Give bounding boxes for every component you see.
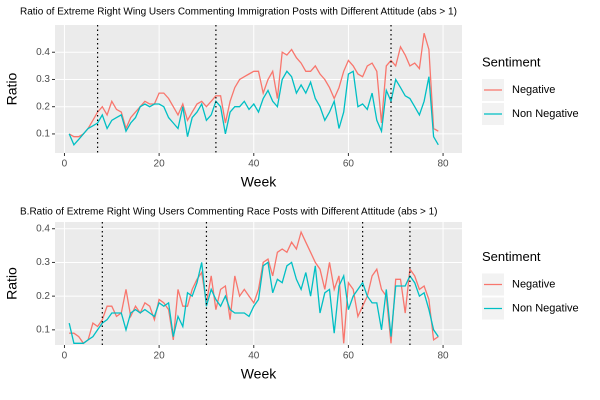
y-tick-label: 0.3 (36, 74, 50, 85)
y-axis-label: Ratio (4, 72, 20, 105)
panel-group: B.Ratio of Extreme Right Wing Users Comm… (4, 207, 579, 382)
series-line (68, 261, 439, 344)
x-tick-label: 0 (62, 159, 68, 170)
series-line (69, 230, 439, 345)
y-tick-label: 0.4 (36, 223, 50, 234)
y-tick-label: 0.2 (36, 101, 50, 112)
legend-label: Negative (512, 278, 555, 290)
x-tick-label: 60 (343, 159, 355, 170)
x-tick-label: 0 (62, 351, 68, 362)
x-tick-label: 80 (438, 159, 450, 170)
series-line (68, 33, 439, 138)
y-tick-label: 0.1 (36, 129, 50, 140)
chart-title: B.Ratio of Extreme Right Wing Users Comm… (20, 207, 438, 218)
x-axis-label: Week (241, 174, 278, 190)
plot-background (55, 222, 462, 345)
panel-group: Ratio of Extreme Right Wing Users Commen… (4, 7, 579, 190)
y-tick-label: 0.2 (36, 291, 50, 302)
legend-title: Sentiment (482, 54, 541, 69)
x-tick-label: 80 (438, 351, 450, 362)
y-axis-label: Ratio (4, 267, 20, 300)
legend-title: Sentiment (482, 249, 541, 264)
x-tick-label: 40 (248, 351, 260, 362)
x-tick-label: 40 (248, 159, 260, 170)
y-tick-label: 0.3 (36, 257, 50, 268)
legend-label: Non Negative (512, 108, 579, 120)
legend-label: Non Negative (512, 302, 579, 314)
x-tick-label: 20 (154, 159, 166, 170)
series-line (68, 70, 439, 146)
x-tick-label: 60 (343, 351, 355, 362)
chart-title: Ratio of Extreme Right Wing Users Commen… (20, 7, 457, 18)
legend-label: Negative (512, 84, 555, 96)
x-tick-label: 20 (154, 351, 166, 362)
y-tick-label: 0.4 (36, 47, 50, 58)
y-tick-label: 0.1 (36, 324, 50, 335)
x-axis-label: Week (241, 366, 278, 382)
